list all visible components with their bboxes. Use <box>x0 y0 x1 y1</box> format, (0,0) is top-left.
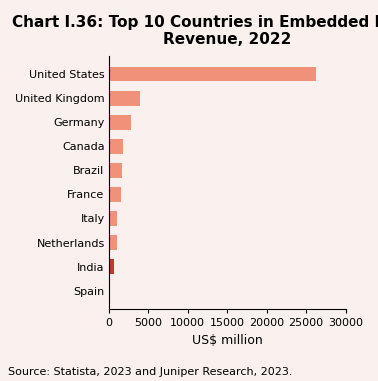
Bar <box>109 187 121 202</box>
Bar <box>109 163 122 178</box>
Bar <box>109 259 114 274</box>
Bar <box>109 211 118 226</box>
Bar <box>109 91 140 106</box>
Bar <box>109 139 123 154</box>
Text: Source: Statista, 2023 and Juniper Research, 2023.: Source: Statista, 2023 and Juniper Resea… <box>8 367 292 377</box>
Title: Chart I.36: Top 10 Countries in Embedded Finance
Revenue, 2022: Chart I.36: Top 10 Countries in Embedded… <box>12 15 378 47</box>
Bar <box>109 283 110 298</box>
Bar <box>109 67 316 82</box>
Bar <box>109 235 117 250</box>
Bar <box>109 115 131 130</box>
X-axis label: US$ million: US$ million <box>192 334 262 347</box>
